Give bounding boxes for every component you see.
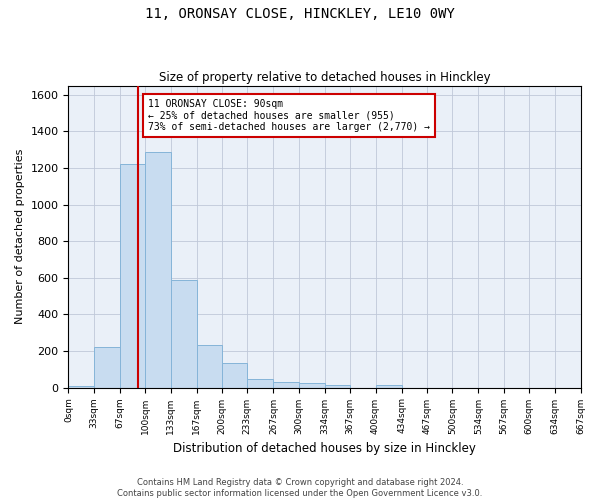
Bar <box>145 152 170 388</box>
Bar <box>274 382 299 388</box>
Text: 11 ORONSAY CLOSE: 90sqm
← 25% of detached houses are smaller (955)
73% of semi-d: 11 ORONSAY CLOSE: 90sqm ← 25% of detache… <box>148 100 430 132</box>
Bar <box>197 344 222 388</box>
Bar <box>170 280 197 388</box>
Text: Contains HM Land Registry data © Crown copyright and database right 2024.
Contai: Contains HM Land Registry data © Crown c… <box>118 478 482 498</box>
Bar <box>222 363 247 388</box>
Bar <box>325 385 350 388</box>
Bar <box>68 386 94 388</box>
X-axis label: Distribution of detached houses by size in Hinckley: Distribution of detached houses by size … <box>173 442 476 455</box>
Text: 11, ORONSAY CLOSE, HINCKLEY, LE10 0WY: 11, ORONSAY CLOSE, HINCKLEY, LE10 0WY <box>145 8 455 22</box>
Title: Size of property relative to detached houses in Hinckley: Size of property relative to detached ho… <box>158 72 490 85</box>
Bar <box>120 164 145 388</box>
Bar <box>376 385 401 388</box>
Bar <box>94 348 120 388</box>
Bar <box>299 383 325 388</box>
Bar <box>247 380 274 388</box>
Y-axis label: Number of detached properties: Number of detached properties <box>15 149 25 324</box>
